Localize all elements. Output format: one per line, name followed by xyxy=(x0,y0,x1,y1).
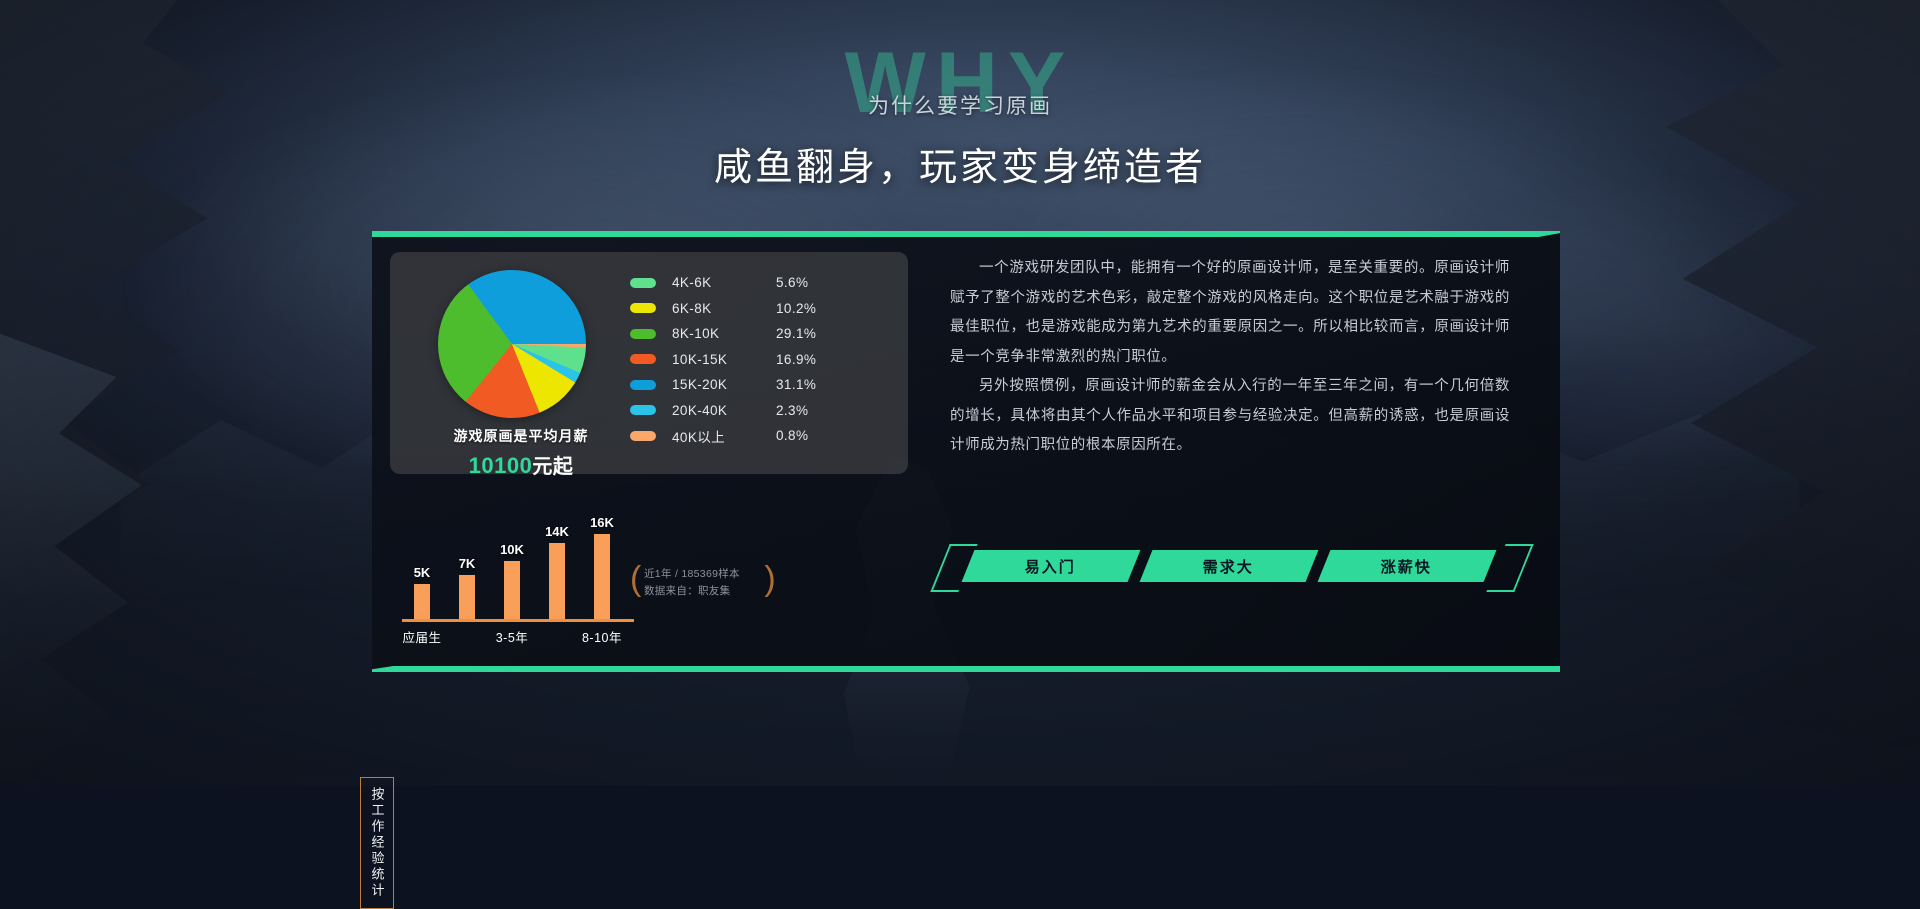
bar-value-label: 14K xyxy=(545,524,569,540)
pie-chart-amount-unit: 元起 xyxy=(532,456,574,478)
bar-value-label: 16K xyxy=(590,515,614,531)
salary-distribution-card: 游戏原画是平均月薪 10100元起 4K-6K 5.6% 6K-8K 10.2% 8K-… xyxy=(390,252,908,478)
paren-right-icon: ) xyxy=(764,560,776,598)
bar-chart-vertical-label: 按工作经验统计 xyxy=(360,777,394,909)
article-text: 一个游戏研发团队中，能拥有一个好的原画设计师，是至关重要的。原画设计师赋予了整个… xyxy=(950,254,1510,461)
data-source-note: ( 近1年 / 185369样本 数据来自：职友集 ) xyxy=(630,562,776,614)
article-paragraph-1: 一个游戏研发团队中，能拥有一个好的原画设计师，是至关重要的。原画设计师赋予了整个… xyxy=(950,260,1510,365)
legend-item: 15K-20K 31.1% xyxy=(630,372,890,398)
bar-value-label: 5K xyxy=(413,565,431,581)
paren-left-icon: ( xyxy=(630,560,642,598)
bar xyxy=(459,575,475,619)
bar-value-label: 7K xyxy=(458,556,476,572)
content-panel: 游戏原画是平均月薪 10100元起 4K-6K 5.6% 6K-8K 10.2% 8K-… xyxy=(360,232,1560,909)
page-title: 咸鱼翻身，玩家变身缔造者 xyxy=(713,147,1206,189)
benefit-ribbon-label: 易入门 xyxy=(1025,558,1077,576)
page-subtitle: 为什么要学习原画 xyxy=(868,95,1052,118)
legend-label: 10K-15K xyxy=(672,351,728,367)
legend-label: 8K-10K xyxy=(672,326,720,342)
data-source-origin: 数据来自：职友集 xyxy=(644,585,731,597)
legend-item: 6K-8K 10.2% xyxy=(630,296,890,322)
page-header: WHY 为什么要学习原画 咸鱼翻身，玩家变身缔造者 xyxy=(0,40,1920,189)
benefit-ribbon-1[interactable]: 易入门 xyxy=(961,550,1141,582)
bar-category-label: 应届生 xyxy=(402,631,442,645)
bar xyxy=(594,534,610,619)
bar xyxy=(549,543,565,619)
benefit-ribbon-label: 需求大 xyxy=(1203,558,1255,576)
bar-category-label: 8-10年 xyxy=(581,631,623,645)
bar-chart-axis xyxy=(402,619,634,622)
legend-percent: 0.8% xyxy=(776,428,809,444)
benefit-ribbon-2[interactable]: 需求大 xyxy=(1139,550,1319,582)
pie-chart xyxy=(438,270,586,418)
legend-label: 15K-20K xyxy=(672,377,728,393)
benefit-ribbon-3[interactable]: 涨薪快 xyxy=(1317,550,1497,582)
legend-swatch-icon xyxy=(630,430,656,441)
watermark-text: WHY xyxy=(844,35,1076,131)
benefit-ribbon-label: 涨薪快 xyxy=(1381,558,1433,576)
bar xyxy=(504,561,520,619)
experience-bar-chart: 按工作经验统计 5K 7K 10K 14K 16K 应届生 3-5年 8-10年 ( 近1年 … xyxy=(360,502,892,909)
legend-percent: 16.9% xyxy=(776,351,817,367)
legend-label: 4K-6K xyxy=(672,275,712,291)
legend-label: 6K-8K xyxy=(672,300,712,316)
legend-item: 20K-40K 2.3% xyxy=(630,398,890,424)
data-source-sample: 近1年 / 185369样本 xyxy=(644,568,740,580)
legend-swatch-icon xyxy=(630,405,656,416)
legend-percent: 31.1% xyxy=(776,377,817,393)
legend-item: 4K-6K 5.6% xyxy=(630,270,890,296)
bar-value-label: 10K xyxy=(500,542,524,558)
legend-percent: 10.2% xyxy=(776,300,817,316)
legend-item: 40K以上 0.8% xyxy=(630,423,890,449)
legend-swatch-icon xyxy=(630,277,656,288)
legend-percent: 29.1% xyxy=(776,326,817,342)
pie-chart-block: 游戏原画是平均月薪 10100元起 xyxy=(416,266,626,478)
legend-swatch-icon xyxy=(630,379,656,390)
pie-chart-caption: 游戏原画是平均月薪 xyxy=(453,428,589,444)
legend-label: 20K-40K xyxy=(672,402,728,418)
legend-item: 8K-10K 29.1% xyxy=(630,321,890,347)
bar-category-label: 3-5年 xyxy=(495,631,529,645)
pie-chart-amount-number: 10100 xyxy=(468,453,533,478)
article-paragraph-2: 另外按照惯例，原画设计师的薪金会从入行的一年至三年之间，有一个几何倍数的增长，具… xyxy=(950,378,1510,453)
panel-accent-bottom xyxy=(372,666,1560,672)
bar xyxy=(414,584,430,619)
panel-accent-top xyxy=(372,231,1560,237)
legend-label: 40K以上 xyxy=(672,429,726,445)
pie-chart-amount: 10100元起 xyxy=(416,450,626,479)
legend-item: 10K-15K 16.9% xyxy=(630,347,890,373)
pie-chart-legend: 4K-6K 5.6% 6K-8K 10.2% 8K-10K 29.1% 10K-15K 16.… xyxy=(630,270,890,449)
benefit-ribbons: 易入门 需求大 涨薪快 xyxy=(930,542,1534,594)
legend-swatch-icon xyxy=(630,328,656,339)
legend-swatch-icon xyxy=(630,303,656,314)
legend-swatch-icon xyxy=(630,354,656,365)
legend-percent: 5.6% xyxy=(776,275,809,291)
legend-percent: 2.3% xyxy=(776,402,809,418)
